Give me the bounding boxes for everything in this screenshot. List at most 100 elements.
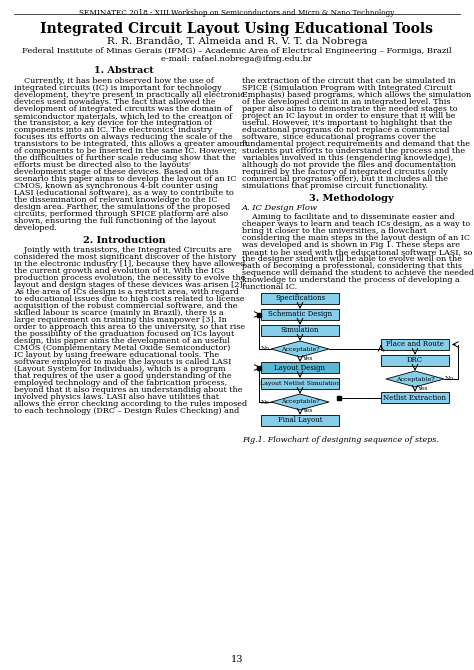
Text: knowledge to understand the process of developing a: knowledge to understand the process of d… <box>242 276 460 284</box>
Text: Place and Route: Place and Route <box>386 340 444 348</box>
Text: path of becoming a professional, considering that this: path of becoming a professional, conside… <box>242 262 462 270</box>
Text: commercial programs offer), but it includes all the: commercial programs offer), but it inclu… <box>242 175 448 183</box>
Text: although do not provide the files and documentation: although do not provide the files and do… <box>242 161 456 169</box>
Text: Simulation: Simulation <box>281 326 319 334</box>
Text: Jointly with transistors, the Integrated Circuits are: Jointly with transistors, the Integrated… <box>14 246 232 254</box>
FancyBboxPatch shape <box>381 355 449 366</box>
Text: LASI (educational software), as a way to contribute to: LASI (educational software), as a way to… <box>14 189 234 197</box>
Text: the possibility of the graduation focused on ICs layout: the possibility of the graduation focuse… <box>14 330 234 338</box>
Text: the transistor, a key device for the integration of: the transistor, a key device for the int… <box>14 119 212 127</box>
Text: CMOS (Complementary Metal Oxide Semiconductor): CMOS (Complementary Metal Oxide Semicond… <box>14 344 230 352</box>
Text: in the electronic industry [1], because they have allowed: in the electronic industry [1], because … <box>14 260 245 268</box>
Polygon shape <box>271 341 329 357</box>
Text: A. IC Design Flow: A. IC Design Flow <box>242 204 318 212</box>
Text: IC layout by using freeware educational tools. The: IC layout by using freeware educational … <box>14 351 219 359</box>
Text: variables involved in this (engendering knowledge),: variables involved in this (engendering … <box>242 154 453 162</box>
Text: involved physics laws. LASI also have utilities that: involved physics laws. LASI also have ut… <box>14 393 219 401</box>
Text: CMOS, known as synchronous 4-bit counter using: CMOS, known as synchronous 4-bit counter… <box>14 182 218 190</box>
Text: skilled labour is scarce (mainly in Brazil), there is a: skilled labour is scarce (mainly in Braz… <box>14 309 224 317</box>
Text: R. R. Brandão, T. Almeida and R. V. T. da Nobrega: R. R. Brandão, T. Almeida and R. V. T. d… <box>107 36 367 46</box>
Text: order to approach this area to the university, so that rise: order to approach this area to the unive… <box>14 323 245 331</box>
Text: required by the factory of integrated circuits (only: required by the factory of integrated ci… <box>242 168 448 176</box>
Text: components into an IC. The electronics' industry: components into an IC. The electronics' … <box>14 126 212 134</box>
Text: focuses its efforts on always reducing the scale of the: focuses its efforts on always reducing t… <box>14 133 233 141</box>
Text: efforts must be directed also to the layouts': efforts must be directed also to the lay… <box>14 161 191 169</box>
Text: cheaper ways to learn and teach ICs design, as a way to: cheaper ways to learn and teach ICs desi… <box>242 220 470 228</box>
Text: No: No <box>445 377 454 381</box>
Text: Federal Institute of Minas Gerais (IFMG) – Academic Area of Electrical Engineeri: Federal Institute of Minas Gerais (IFMG)… <box>22 47 452 55</box>
Text: Final Layout: Final Layout <box>278 417 322 425</box>
Text: layout and design stages of these devices was arisen [2].: layout and design stages of these device… <box>14 281 245 289</box>
Text: No: No <box>261 346 270 352</box>
Text: large requirement on training this manpower [3]. In: large requirement on training this manpo… <box>14 316 227 324</box>
Text: allows the error checking according to the rules imposed: allows the error checking according to t… <box>14 400 247 408</box>
Text: project an IC layout in order to ensure that it will be: project an IC layout in order to ensure … <box>242 112 456 120</box>
Text: students put efforts to understand the process and the: students put efforts to understand the p… <box>242 147 465 155</box>
FancyBboxPatch shape <box>261 415 339 426</box>
FancyBboxPatch shape <box>381 339 449 350</box>
Text: functional IC.: functional IC. <box>242 283 297 291</box>
Text: Acceptable?: Acceptable? <box>281 346 319 352</box>
Text: SEMINATEC 2018 - XIII Workshop on Semiconductors and Micro & Nano Technology: SEMINATEC 2018 - XIII Workshop on Semico… <box>79 9 395 17</box>
Text: was developed and is shown in Fig 1. These steps are: was developed and is shown in Fig 1. The… <box>242 241 460 249</box>
FancyBboxPatch shape <box>261 325 339 336</box>
FancyBboxPatch shape <box>261 378 339 389</box>
FancyBboxPatch shape <box>261 293 339 304</box>
Text: integrated circuits (IC) is important for technology: integrated circuits (IC) is important fo… <box>14 84 222 92</box>
Text: considering the main steps in the layout design of an IC: considering the main steps in the layout… <box>242 234 470 242</box>
Text: Layout Design: Layout Design <box>274 364 326 371</box>
Text: 13: 13 <box>231 655 243 664</box>
Text: developed.: developed. <box>14 224 58 232</box>
Text: development stage of these devices. Based on this: development stage of these devices. Base… <box>14 168 219 176</box>
Text: SPICE (Simulation Program with Integrated Circuit: SPICE (Simulation Program with Integrate… <box>242 84 452 92</box>
Text: Yes: Yes <box>302 409 312 413</box>
Text: production process evolution, the necessity to evolve the: production process evolution, the necess… <box>14 274 246 282</box>
Text: Currently, it has been observed how the use of: Currently, it has been observed how the … <box>14 77 214 85</box>
Text: educational programs do not replace a commercial: educational programs do not replace a co… <box>242 126 449 134</box>
Text: Aiming to facilitate and to disseminate easier and: Aiming to facilitate and to disseminate … <box>242 213 455 221</box>
Text: acquisition of the robust commercial software, and the: acquisition of the robust commercial sof… <box>14 302 237 310</box>
Text: the designer student will be able to evolve well on the: the designer student will be able to evo… <box>242 255 462 263</box>
Text: transistors to be integrated, this allows a greater amount: transistors to be integrated, this allow… <box>14 140 248 148</box>
Text: (Layout System for Individuals), which is a program: (Layout System for Individuals), which i… <box>14 365 226 373</box>
Text: software, since educational programs cover the: software, since educational programs cov… <box>242 133 436 141</box>
Text: circuits, performed through SPICE platform are also: circuits, performed through SPICE platfo… <box>14 210 228 218</box>
Text: Emphasis) based programs, which allows the simulation: Emphasis) based programs, which allows t… <box>242 91 471 99</box>
Text: No: No <box>261 399 270 405</box>
Text: considered the most significant discover of the history: considered the most significant discover… <box>14 253 236 261</box>
Text: beyond that it also requires an understanding about the: beyond that it also requires an understa… <box>14 386 243 394</box>
FancyBboxPatch shape <box>261 309 339 320</box>
Text: meant to be used with the educational software LASI, so: meant to be used with the educational so… <box>242 248 473 256</box>
Text: sequence will demand the student to achieve the needed: sequence will demand the student to achi… <box>242 269 474 277</box>
Text: employed technology and of the fabrication process,: employed technology and of the fabricati… <box>14 379 227 387</box>
Text: Layout Netlist Simulation: Layout Netlist Simulation <box>260 381 340 386</box>
Text: Acceptable?: Acceptable? <box>281 399 319 405</box>
Text: design, this paper aims the development of an useful: design, this paper aims the development … <box>14 337 230 345</box>
Text: scenario this paper aims to develop the layout of an IC: scenario this paper aims to develop the … <box>14 175 237 183</box>
Text: the extraction of the circuit that can be simulated in: the extraction of the circuit that can b… <box>242 77 456 85</box>
Text: e-mail: rafael.nobrega@ifmg.edu.br: e-mail: rafael.nobrega@ifmg.edu.br <box>162 55 312 63</box>
Text: Netlist Extraction: Netlist Extraction <box>383 393 447 401</box>
Text: paper also aims to demonstrate the needed stages to: paper also aims to demonstrate the neede… <box>242 105 457 113</box>
FancyBboxPatch shape <box>381 392 449 403</box>
Text: devices used nowadays. The fact that allowed the: devices used nowadays. The fact that all… <box>14 98 216 106</box>
Text: fundamental project requirements and demand that the: fundamental project requirements and dem… <box>242 140 470 148</box>
Text: that requires of the user a good understanding of the: that requires of the user a good underst… <box>14 372 232 380</box>
Text: As the area of ICs design is a restrict area, with regard: As the area of ICs design is a restrict … <box>14 288 239 296</box>
Text: development, they're present in practically all electronic: development, they're present in practica… <box>14 91 245 99</box>
Text: Fig.1. Flowchart of designing sequence of steps.: Fig.1. Flowchart of designing sequence o… <box>242 436 439 444</box>
Text: of components to be inserted in the same IC. However,: of components to be inserted in the same… <box>14 147 237 155</box>
Text: Yes: Yes <box>302 356 312 360</box>
Text: Specifications: Specifications <box>275 295 325 302</box>
Text: 2. Introduction: 2. Introduction <box>82 236 165 245</box>
Text: simulations that promise circuit functionality.: simulations that promise circuit functio… <box>242 182 428 190</box>
Text: Yes: Yes <box>417 385 428 391</box>
Text: bring it closer to the universities, a flowchart: bring it closer to the universities, a f… <box>242 227 427 235</box>
Text: the current growth and evolution of it. With the ICs: the current growth and evolution of it. … <box>14 267 224 275</box>
FancyBboxPatch shape <box>261 362 339 373</box>
Text: shown, ensuring the full functioning of the layout: shown, ensuring the full functioning of … <box>14 217 216 225</box>
Text: the dissemination of relevant knowledge to the IC: the dissemination of relevant knowledge … <box>14 196 218 204</box>
Text: Acceptable?: Acceptable? <box>396 377 434 381</box>
Text: of the developed circuit in an integrated level. This: of the developed circuit in an integrate… <box>242 98 450 106</box>
Text: Integrated Circuit Layout Using Educational Tools: Integrated Circuit Layout Using Educatio… <box>40 22 434 36</box>
